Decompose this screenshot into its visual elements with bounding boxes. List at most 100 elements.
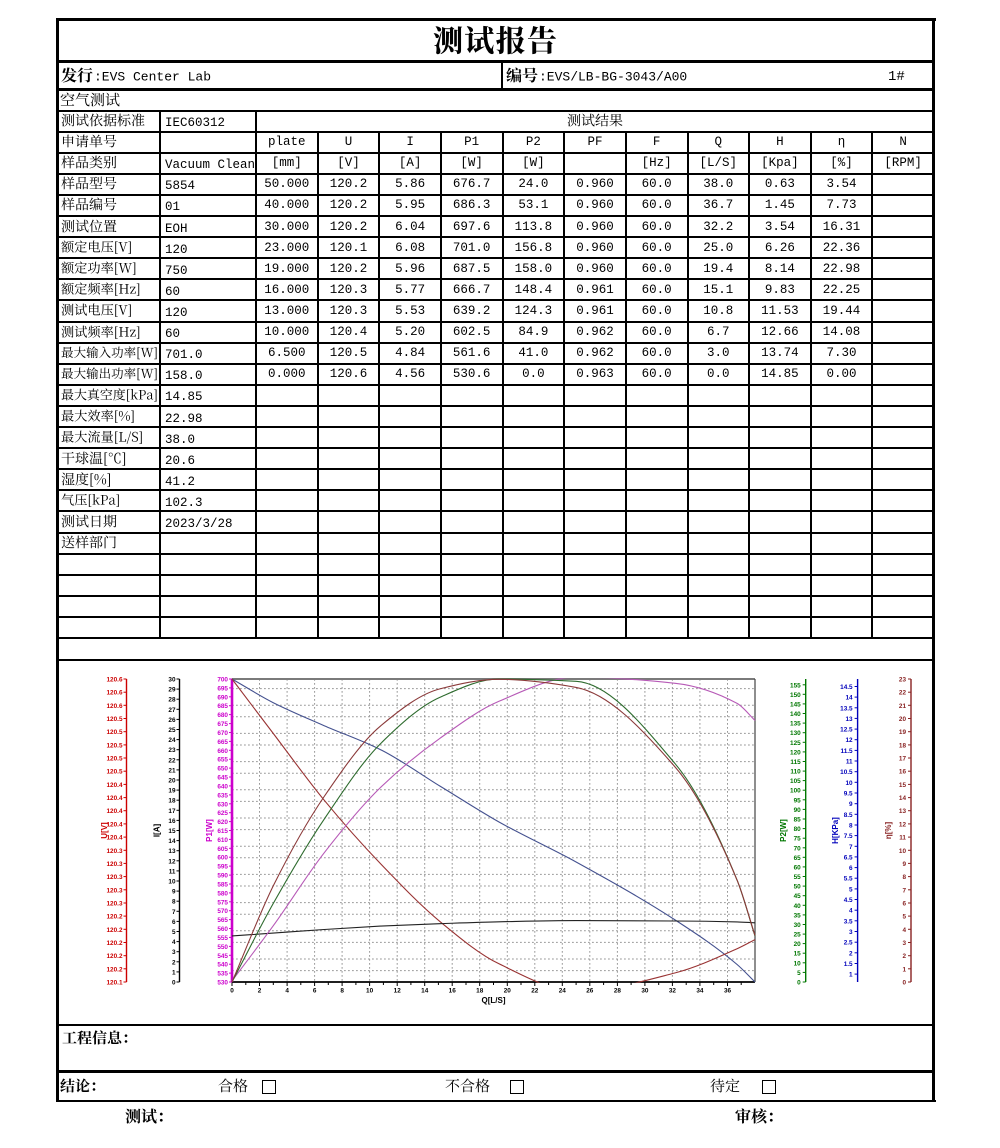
svg-text:34: 34 (696, 988, 704, 995)
svg-text:1.5: 1.5 (844, 961, 853, 968)
svg-text:10: 10 (794, 960, 802, 967)
svg-text:26: 26 (586, 988, 594, 995)
svg-text:640: 640 (217, 783, 228, 790)
svg-text:80: 80 (794, 826, 802, 833)
svg-text:595: 595 (217, 864, 228, 871)
svg-text:26: 26 (168, 717, 176, 724)
svg-text:32: 32 (669, 988, 677, 995)
svg-text:680: 680 (217, 712, 228, 719)
svg-text:1: 1 (849, 972, 853, 979)
svg-text:U[V]: U[V] (100, 822, 109, 839)
svg-text:75: 75 (794, 836, 802, 843)
svg-text:4: 4 (849, 908, 853, 915)
svg-text:120.3: 120.3 (107, 848, 123, 855)
svg-text:7.5: 7.5 (844, 833, 853, 840)
svg-text:28: 28 (168, 697, 176, 704)
svg-text:7: 7 (849, 844, 853, 851)
svg-text:7: 7 (902, 887, 906, 894)
svg-text:20: 20 (794, 941, 802, 948)
svg-text:1: 1 (902, 966, 906, 973)
svg-text:55: 55 (794, 874, 802, 881)
svg-text:2.5: 2.5 (844, 940, 853, 947)
svg-text:135: 135 (790, 721, 801, 728)
svg-text:540: 540 (217, 962, 228, 969)
svg-text:130: 130 (790, 730, 801, 737)
svg-text:120.2: 120.2 (107, 940, 123, 947)
svg-text:3: 3 (172, 949, 176, 956)
svg-text:17: 17 (168, 808, 176, 815)
svg-text:6.5: 6.5 (844, 854, 853, 861)
svg-text:585: 585 (217, 882, 228, 889)
svg-text:8: 8 (172, 899, 176, 906)
svg-text:65: 65 (794, 855, 802, 862)
svg-text:120.5: 120.5 (107, 729, 123, 736)
svg-text:14: 14 (899, 795, 907, 802)
svg-text:6: 6 (313, 988, 317, 995)
svg-text:120.5: 120.5 (107, 742, 123, 749)
svg-text:I[A]: I[A] (153, 824, 162, 838)
svg-text:16: 16 (168, 818, 176, 825)
svg-text:12: 12 (168, 858, 176, 865)
svg-text:650: 650 (217, 766, 228, 773)
svg-text:2: 2 (902, 953, 906, 960)
svg-text:2: 2 (258, 988, 262, 995)
svg-text:16: 16 (899, 769, 907, 776)
svg-text:120.6: 120.6 (107, 677, 123, 684)
svg-text:23: 23 (899, 677, 907, 684)
svg-text:670: 670 (217, 730, 228, 737)
svg-text:22: 22 (168, 757, 176, 764)
svg-text:145: 145 (790, 701, 801, 708)
svg-text:10: 10 (168, 879, 176, 886)
svg-text:5.5: 5.5 (844, 876, 853, 883)
svg-text:535: 535 (217, 971, 228, 978)
svg-text:120.4: 120.4 (107, 808, 123, 815)
svg-text:0: 0 (797, 980, 801, 987)
svg-text:5: 5 (172, 929, 176, 936)
svg-text:11: 11 (899, 835, 906, 842)
svg-text:40: 40 (794, 903, 802, 910)
svg-text:60: 60 (794, 864, 802, 871)
svg-text:125: 125 (790, 740, 801, 747)
svg-text:P1[W]: P1[W] (205, 819, 214, 842)
svg-text:120.4: 120.4 (107, 782, 123, 789)
svg-text:120.6: 120.6 (107, 703, 123, 710)
svg-text:610: 610 (217, 837, 228, 844)
svg-text:16: 16 (449, 988, 457, 995)
svg-text:120.1: 120.1 (107, 980, 123, 987)
svg-text:H[KPa]: H[KPa] (831, 817, 840, 844)
svg-text:30: 30 (641, 988, 649, 995)
svg-text:19: 19 (168, 788, 176, 795)
svg-text:575: 575 (217, 899, 228, 906)
svg-text:120: 120 (790, 749, 801, 756)
svg-text:13: 13 (845, 716, 853, 723)
svg-text:11: 11 (169, 868, 176, 875)
svg-text:13.5: 13.5 (840, 705, 853, 712)
svg-text:690: 690 (217, 694, 228, 701)
svg-text:120.4: 120.4 (107, 821, 123, 828)
svg-text:555: 555 (217, 935, 228, 942)
svg-text:605: 605 (217, 846, 228, 853)
svg-text:14: 14 (421, 988, 429, 995)
svg-text:8.5: 8.5 (844, 812, 853, 819)
svg-text:120.2: 120.2 (107, 914, 123, 921)
svg-text:120.2: 120.2 (107, 953, 123, 960)
svg-text:665: 665 (217, 739, 228, 746)
svg-text:100: 100 (790, 788, 801, 795)
svg-text:30: 30 (794, 922, 802, 929)
svg-text:115: 115 (790, 759, 801, 766)
svg-text:20: 20 (504, 988, 512, 995)
svg-text:18: 18 (476, 988, 484, 995)
svg-text:10: 10 (366, 988, 374, 995)
svg-text:600: 600 (217, 855, 228, 862)
svg-text:3.5: 3.5 (844, 918, 853, 925)
svg-text:25: 25 (794, 932, 802, 939)
svg-text:5: 5 (902, 914, 906, 921)
svg-text:150: 150 (790, 692, 801, 699)
svg-text:8: 8 (902, 874, 906, 881)
svg-text:29: 29 (168, 687, 176, 694)
svg-text:Q[L/S]: Q[L/S] (482, 996, 506, 1005)
svg-text:120.4: 120.4 (107, 795, 123, 802)
svg-text:85: 85 (794, 817, 802, 824)
svg-text:4: 4 (902, 927, 906, 934)
svg-text:6: 6 (849, 865, 853, 872)
